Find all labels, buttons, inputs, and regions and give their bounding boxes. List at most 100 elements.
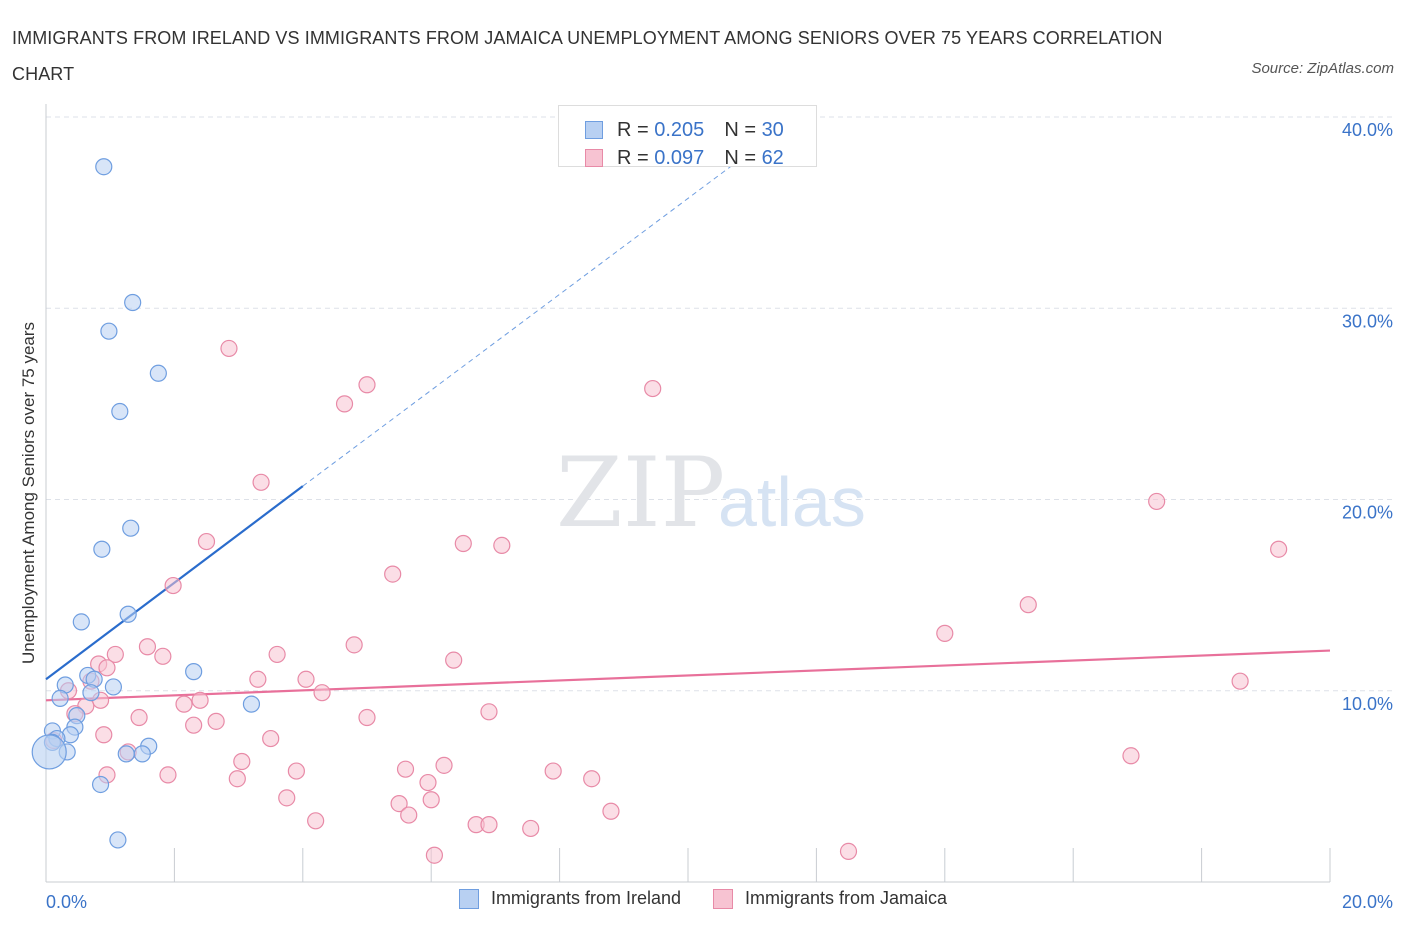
jamaica-point — [358, 376, 376, 394]
jamaica-point — [384, 565, 402, 583]
jamaica-point — [185, 716, 203, 734]
ireland-point — [122, 519, 140, 537]
ireland-point — [111, 402, 129, 421]
r-value: 0.097 — [654, 146, 705, 169]
y-tick-label: 30.0% — [1342, 311, 1393, 331]
ireland-point — [149, 364, 167, 382]
n-label: N = — [724, 118, 756, 141]
jamaica-point — [335, 395, 354, 413]
jamaica-point — [1019, 596, 1037, 614]
jamaica-point — [268, 645, 286, 664]
jamaica-point — [164, 576, 182, 595]
jamaica-point — [307, 812, 325, 830]
gridlines — [46, 116, 1394, 692]
ireland-point — [72, 613, 90, 631]
jamaica-point — [98, 659, 116, 677]
jamaica-point — [480, 816, 498, 834]
jamaica-point — [422, 791, 440, 809]
jamaica-point — [1148, 492, 1166, 511]
y-axis-title-wrap: Unemployment Among Seniors over 75 years — [16, 0, 42, 930]
jamaica-point — [95, 726, 113, 744]
trend-lines — [45, 164, 1331, 702]
ireland-point — [185, 663, 203, 681]
jamaica-point — [493, 536, 511, 555]
jamaica-swatch-icon — [713, 888, 733, 909]
jamaica-point — [220, 339, 238, 358]
legend-row-ireland: R = 0.205 N = 30 — [585, 116, 784, 144]
ireland-point — [133, 745, 151, 763]
ireland-point — [95, 158, 113, 176]
ireland-swatch-icon — [458, 888, 479, 909]
jamaica-point — [233, 752, 251, 771]
ireland-point — [82, 684, 100, 702]
jamaica-point — [425, 846, 444, 864]
chart-title: IMMIGRANTS FROM IRELAND VS IMMIGRANTS FR… — [12, 28, 1163, 84]
jamaica-point — [1122, 747, 1140, 765]
jamaica-point — [454, 534, 472, 553]
jamaica-point — [419, 773, 437, 792]
legend-item-ireland[interactable]: Immigrants from Ireland — [458, 888, 681, 909]
legend-label: Immigrants from Jamaica — [745, 888, 948, 908]
jamaica-point — [138, 638, 157, 656]
jamaica-point — [435, 756, 453, 774]
y-tick-label: 40.0% — [1342, 120, 1393, 140]
series-legend: Immigrants from Ireland Immigrants from … — [0, 888, 1406, 909]
jamaica-point — [400, 806, 418, 824]
y-tick-label: 20.0% — [1342, 503, 1393, 523]
jamaica-point — [249, 670, 267, 688]
jamaica-point — [390, 794, 408, 813]
ireland-point — [109, 831, 127, 849]
jamaica-point — [544, 762, 562, 780]
watermark-zip: ZIP — [556, 437, 725, 549]
x-tick-label: 20.0% — [1342, 892, 1393, 912]
jamaica-point — [839, 842, 858, 861]
jamaica-point — [207, 712, 225, 730]
jamaica-point — [1231, 672, 1249, 690]
source-label: Source: ZipAtlas.com — [1251, 60, 1394, 77]
ireland-point — [119, 605, 137, 623]
jamaica-point — [644, 379, 662, 398]
legend-item-jamaica[interactable]: Immigrants from Jamaica — [713, 888, 947, 909]
jamaica-point — [936, 624, 954, 642]
jamaica-point — [358, 708, 376, 727]
ireland-point — [100, 322, 118, 340]
y-axis-title: Unemployment Among Seniors over 75 years — [19, 321, 38, 665]
r-label: R = — [617, 118, 649, 141]
ireland-point — [31, 734, 67, 770]
jamaica-point — [191, 691, 209, 709]
ireland-point — [91, 775, 110, 794]
jamaica-swatch-icon — [585, 149, 603, 167]
ireland-point — [93, 540, 111, 558]
jamaica-point — [252, 473, 270, 491]
ireland-swatch-icon — [585, 121, 603, 139]
n-value: 30 — [761, 118, 784, 141]
r-value: 0.205 — [654, 118, 705, 141]
jamaica-trend-line — [45, 649, 1331, 702]
ireland-point — [104, 678, 123, 696]
jamaica-point — [445, 651, 463, 669]
n-value: 62 — [761, 146, 784, 169]
jamaica-point — [154, 647, 172, 665]
legend-label: Immigrants from Ireland — [490, 888, 681, 908]
x-tick-label: 0.0% — [46, 892, 87, 912]
correlation-legend: R = 0.205 N = 30 R = 0.097 N = 62 — [558, 105, 817, 169]
data-points — [31, 158, 1288, 864]
ireland-point — [117, 745, 135, 763]
watermark-atlas: atlas — [718, 463, 866, 541]
jamaica-point — [602, 802, 620, 820]
r-label: R = — [617, 146, 649, 169]
jamaica-point — [197, 532, 216, 551]
jamaica-point — [396, 760, 415, 778]
ireland-point — [51, 689, 69, 708]
n-label: N = — [724, 146, 756, 169]
jamaica-point — [480, 703, 498, 721]
jamaica-point — [106, 645, 124, 664]
jamaica-point — [583, 770, 601, 788]
jamaica-point — [345, 636, 363, 654]
jamaica-point — [278, 789, 296, 807]
tick-labels: 10.0% 20.0% 30.0% 40.0% 0.0% 20.0% — [46, 120, 1393, 912]
jamaica-point — [130, 708, 148, 727]
jamaica-point — [522, 819, 540, 838]
